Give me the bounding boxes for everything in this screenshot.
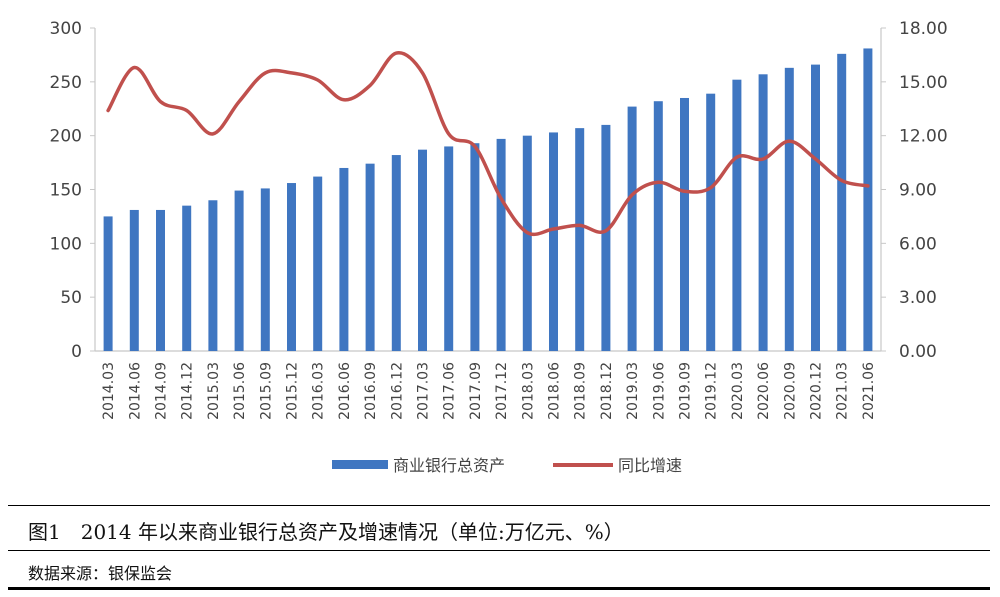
bar [444,146,454,351]
right-tick-label: 18.00 [899,19,948,39]
x-tick-label: 2019.06 [651,362,667,420]
x-tick-label: 2014.12 [180,362,196,420]
x-tick-label: 2019.03 [625,362,641,420]
right-tick-label: 12.00 [899,127,948,147]
x-tick-label: 2016.12 [389,362,405,420]
left-tick-label: 100 [50,234,82,254]
right-tick-label: 0.00 [899,342,937,362]
x-tick-label: 2018.12 [599,362,615,420]
bar [811,64,820,352]
bar [522,135,532,351]
right-tick-label: 15.00 [899,73,948,93]
x-tick-label: 2018.03 [520,362,536,420]
x-tick-label: 2014.09 [154,362,170,420]
left-tick-label: 250 [50,73,82,93]
x-tick-label: 2017.06 [442,362,458,420]
bar [103,216,113,351]
left-tick-label: 0 [71,342,82,362]
source-note: 数据来源：银保监会 [28,564,173,583]
x-tick-label: 2020.03 [730,362,746,420]
bar [470,143,480,351]
x-tick-label: 2017.12 [494,362,510,420]
x-tick-label: 2017.09 [468,362,484,420]
legend-bar-swatch [332,460,388,469]
bar [208,200,218,351]
left-tick-label: 200 [50,127,82,147]
right-y-axis: 0.00 3.00 6.00 9.00 12.00 15.00 18.00 [880,19,948,362]
x-tick-label: 2020.06 [756,362,772,420]
bar [365,163,375,351]
bar [732,79,742,352]
x-tick-label: 2018.06 [547,362,563,420]
right-tick-label: 3.00 [899,288,937,308]
x-tick-label: 2014.06 [127,362,143,420]
x-tick-label: 2021.06 [861,362,877,420]
bar [680,97,689,351]
bar [627,106,637,351]
x-tick-label: 2019.12 [704,362,720,420]
x-tick-label: 2017.03 [416,362,432,420]
bar [706,93,716,351]
bar [837,53,847,352]
bar [129,209,139,351]
bar [182,205,192,351]
x-tick-label: 2014.03 [101,362,117,420]
x-axis-labels: 2014.03 2014.06 2014.09 2014.12 2015.03 2015.… [101,362,877,420]
bar [601,124,611,352]
bar [549,132,558,351]
x-tick-label: 2016.09 [363,362,379,420]
x-tick-label: 2018.09 [573,362,589,420]
bar [758,74,768,352]
left-y-axis: 0 50 100 150 200 250 300 [50,19,881,362]
x-tick-label: 2019.09 [678,362,694,420]
line-series [106,51,870,237]
chart: 0 50 100 150 200 250 300 0.00 3.00 6.00 9.00 12.00… [50,19,948,475]
legend-line-label: 同比增速 [618,456,682,475]
legend-bar-label: 商业银行总资产 [393,456,505,475]
left-tick-label: 50 [60,288,82,308]
growth-line [106,51,870,237]
left-tick-label: 150 [50,181,82,201]
x-tick-label: 2015.12 [285,362,301,420]
right-tick-label: 9.00 [899,181,937,201]
bar [391,155,401,351]
x-tick-label: 2016.03 [311,362,327,420]
divider [8,550,990,551]
divider [8,587,990,590]
left-tick-label: 300 [50,19,82,39]
x-tick-label: 2015.09 [258,362,274,420]
figure-caption: 图1 2014 年以来商业银行总资产及增速情况（单位:万亿元、%） [28,520,624,544]
bar [339,167,349,351]
bar [863,48,873,351]
x-tick-label: 2020.12 [809,362,825,420]
bar [156,209,165,351]
divider [8,505,990,506]
bar [313,176,323,351]
x-tick-label: 2016.06 [337,362,353,420]
bar [575,128,585,351]
x-tick-label: 2021.03 [835,362,851,420]
legend: 商业银行总资产 同比增速 [332,456,682,475]
x-tick-label: 2015.03 [206,362,222,420]
right-tick-label: 6.00 [899,234,937,254]
x-tick-label: 2020.09 [782,362,798,420]
bar [234,190,244,351]
x-tick-label: 2015.06 [232,362,248,420]
bar-series [103,48,873,352]
bar [653,101,663,351]
bar [418,149,427,351]
bar [496,138,506,351]
bar [260,188,270,351]
bar [287,183,296,351]
bar [784,67,794,351]
